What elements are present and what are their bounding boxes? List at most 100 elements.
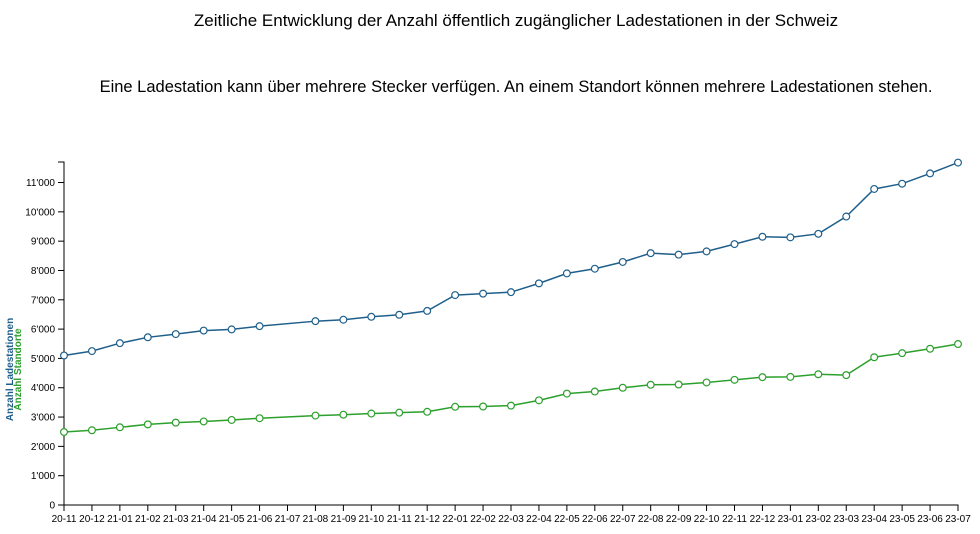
data-point — [758, 373, 767, 382]
x-tick-label: 21-05 — [219, 514, 245, 525]
x-tick-label: 21-01 — [107, 514, 133, 525]
y-tick-label: 3'000 — [31, 413, 56, 424]
x-tick: 21-07 — [275, 505, 301, 525]
x-tick: 22-12 — [750, 505, 776, 525]
data-point — [451, 291, 460, 300]
data-point — [730, 240, 739, 249]
x-tick-label: 22-07 — [610, 514, 636, 525]
data-point — [702, 378, 711, 387]
y-axis: 0 1'000 2'000 3'000 4'000 5'000 6'000 7'000 8'00… — [25, 161, 65, 512]
x-tick-label: 22-01 — [442, 514, 468, 525]
x-tick: 21-04 — [191, 505, 217, 525]
data-point — [451, 402, 460, 411]
data-point — [590, 264, 599, 273]
x-tick: 22-07 — [610, 505, 636, 525]
data-point — [590, 387, 599, 396]
x-tick: 20-11 — [52, 505, 77, 525]
y-tick-label: 10'000 — [25, 207, 55, 218]
data-point — [395, 310, 404, 319]
x-tick-label: 22-12 — [750, 514, 776, 525]
data-point — [870, 184, 879, 193]
x-tick: 21-02 — [135, 505, 161, 525]
x-tick-label: 22-06 — [582, 514, 608, 525]
x-tick-label: 22-08 — [638, 514, 664, 525]
data-point — [87, 426, 96, 435]
x-tick-label: 23-04 — [861, 514, 887, 525]
y-tick-label: 4'000 — [31, 383, 56, 394]
data-point — [842, 371, 851, 380]
x-tick: 23-03 — [833, 505, 859, 525]
x-tick: 22-10 — [694, 505, 720, 525]
y-tick: 4'000 — [31, 383, 64, 394]
y-axis-label: Anzahl Standorte — [13, 328, 24, 411]
data-point — [926, 344, 935, 353]
y-tick-label: 1'000 — [31, 471, 56, 482]
data-point — [562, 389, 571, 398]
x-tick: 22-05 — [554, 505, 580, 525]
data-point — [534, 279, 543, 288]
x-axis: 20-11 20-12 21-01 21-02 21-03 21-04 21-05 21-06… — [52, 504, 971, 525]
x-tick: 23-06 — [917, 505, 943, 525]
series-points — [59, 158, 962, 437]
data-point — [367, 312, 376, 321]
data-point — [115, 423, 124, 432]
data-point — [199, 417, 208, 426]
x-tick: 22-09 — [666, 505, 692, 525]
x-tick: 23-01 — [778, 505, 804, 525]
x-tick-label: 21-06 — [247, 514, 273, 525]
data-point — [646, 380, 655, 389]
data-point — [534, 396, 543, 405]
x-tick: 21-10 — [359, 505, 385, 525]
data-point — [702, 247, 711, 256]
x-tick: 21-06 — [247, 505, 273, 525]
y-tick: 8'000 — [31, 266, 64, 277]
data-point — [87, 347, 96, 356]
data-point — [953, 340, 962, 349]
data-point — [814, 370, 823, 379]
data-point — [758, 232, 767, 241]
x-tick: 23-05 — [889, 505, 915, 525]
data-point — [898, 179, 907, 188]
data-point — [255, 414, 264, 423]
data-point — [618, 257, 627, 266]
x-tick: 22-01 — [442, 505, 468, 525]
x-tick-label: 21-03 — [163, 514, 189, 525]
x-tick: 22-03 — [498, 505, 524, 525]
data-point — [674, 250, 683, 259]
x-tick: 21-09 — [331, 505, 357, 525]
y-tick-label: 5'000 — [31, 354, 56, 365]
y-tick-label: 9'000 — [31, 237, 56, 248]
y-tick: 0 — [49, 501, 64, 512]
series-line-1 — [63, 161, 959, 357]
x-tick-label: 22-09 — [666, 514, 692, 525]
x-tick-label: 21-02 — [135, 514, 161, 525]
x-tick: 21-12 — [414, 505, 440, 525]
data-point — [786, 372, 795, 381]
x-tick-label: 21-04 — [191, 514, 217, 525]
x-tick: 21-03 — [163, 505, 189, 525]
data-point — [423, 306, 432, 315]
y-tick: 9'000 — [31, 237, 64, 248]
data-point — [143, 420, 152, 429]
chart-subtitle: Eine Ladestation kann über mehrere Steck… — [99, 78, 933, 96]
x-tick-label: 23-02 — [806, 514, 832, 525]
data-point — [786, 233, 795, 242]
y-tick-label: 7'000 — [31, 295, 56, 306]
x-tick-label: 23-06 — [917, 514, 943, 525]
y-tick-label: 11'000 — [26, 178, 55, 189]
x-tick-label: 23-05 — [889, 514, 915, 525]
data-point — [926, 169, 935, 178]
data-point — [227, 415, 236, 424]
x-tick: 23-02 — [806, 505, 832, 525]
y-tick: 6'000 — [31, 325, 64, 336]
y-tick: 3'000 — [31, 413, 64, 424]
x-tick-label: 23-07 — [945, 514, 971, 525]
data-point — [59, 428, 68, 437]
data-point — [870, 353, 879, 362]
y-tick-label: 6'000 — [31, 325, 56, 336]
data-point — [367, 409, 376, 418]
y-axis-label: Anzahl Ladestationen — [5, 318, 16, 421]
data-point — [59, 351, 68, 360]
chart-title: Zeitliche Entwicklung der Anzahl öffentl… — [193, 11, 839, 30]
